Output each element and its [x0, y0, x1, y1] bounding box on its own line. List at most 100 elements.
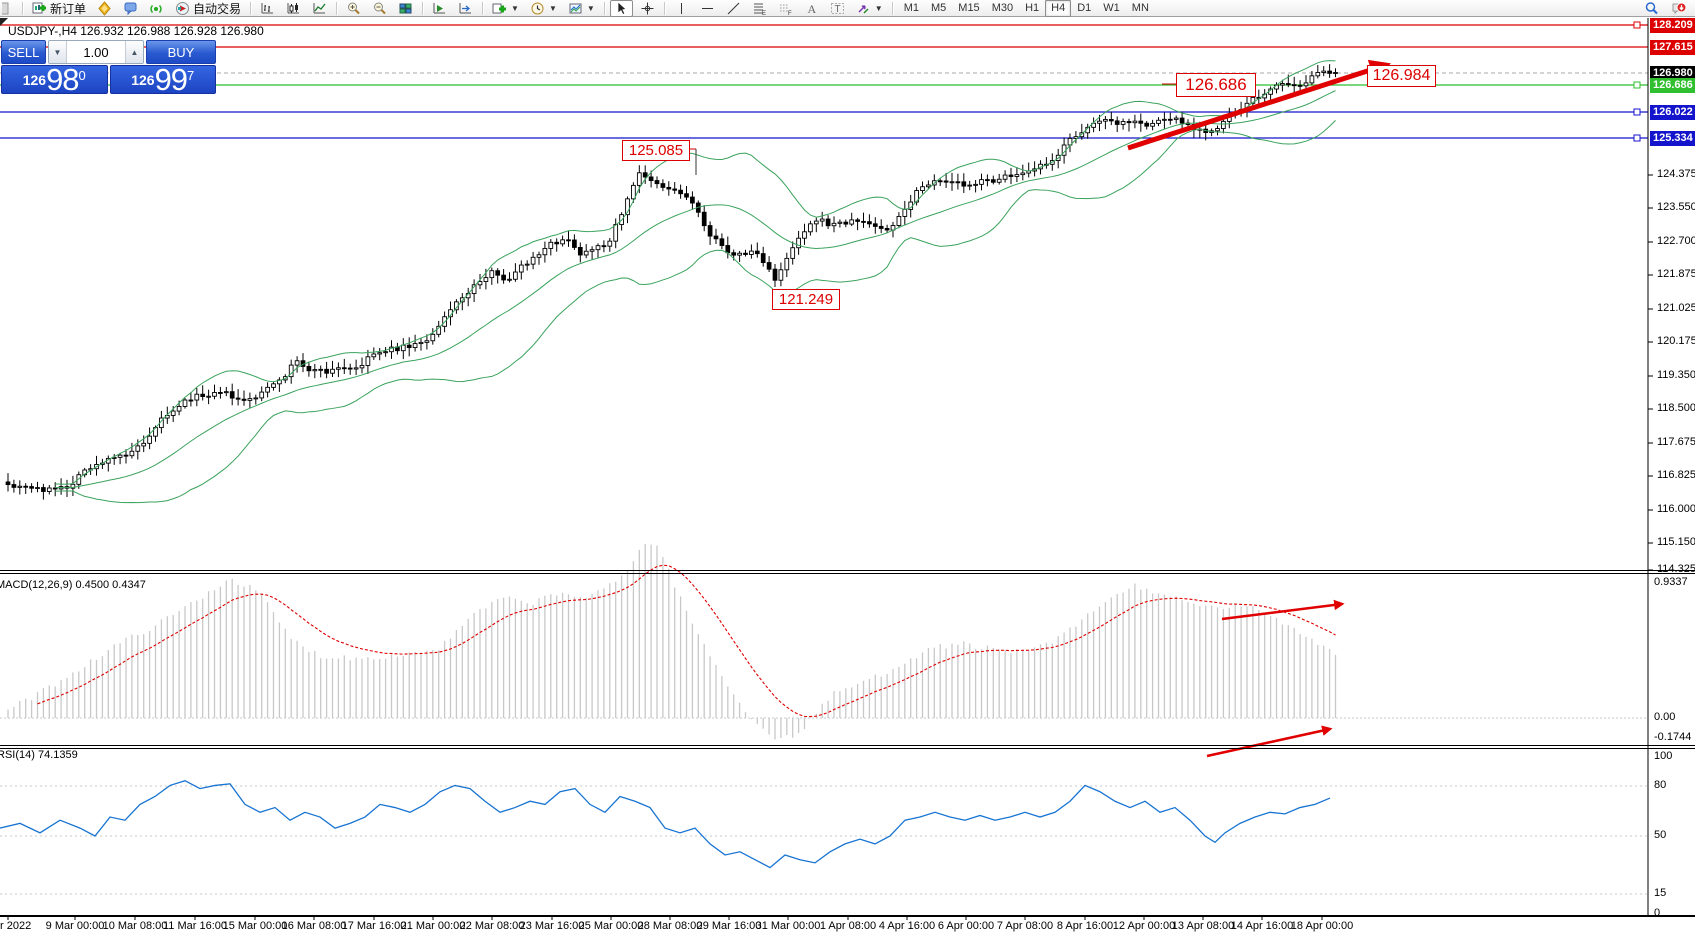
rsi-timeaxis-separator — [0, 915, 1695, 917]
signals-button[interactable] — [145, 0, 168, 17]
time-tick: 29 Mar 16:00 — [696, 920, 762, 932]
partial-toolbar-icon[interactable] — [0, 1, 17, 16]
macd-signal-line[interactable] — [37, 564, 1336, 718]
auto-scroll-button[interactable] — [428, 0, 451, 17]
gold-tool-button[interactable] — [93, 0, 116, 17]
timeframe-button-m30[interactable]: M30 — [991, 1, 1014, 14]
time-tick: 23 Mar 16:00 — [519, 920, 585, 932]
periods-icon — [530, 1, 545, 16]
sell-price-pips: 98 — [46, 62, 79, 97]
notification-icon — [1671, 1, 1687, 16]
sell-button[interactable]: SELL — [1, 40, 46, 64]
chart-macd-separator[interactable] — [0, 570, 1695, 571]
rsi-scale-100: 100 — [1654, 750, 1673, 762]
line-chart-icon — [312, 1, 327, 16]
time-tick: 25 Mar 00:00 — [578, 920, 644, 932]
buy-price-display[interactable]: 126 99 7 — [109, 62, 216, 97]
time-tick: 17 Mar 16:00 — [341, 920, 407, 932]
time-tick: 21 Mar 00:00 — [400, 920, 466, 932]
macd-rsi-separator[interactable] — [0, 748, 1695, 749]
indicators-button[interactable]: ▼ — [488, 0, 523, 17]
toolbar-separator — [22, 1, 23, 15]
fibonacci-button[interactable]: E — [748, 0, 771, 17]
shapes-button[interactable]: ▼ — [852, 0, 887, 17]
bollinger-upper-band[interactable] — [55, 60, 1336, 485]
timeframe-button-mn[interactable]: MN — [1131, 1, 1149, 14]
bollinger-middle-band[interactable] — [55, 90, 1336, 489]
rsi-label: RSI(14) 74.1359 — [0, 749, 78, 761]
zoom-out-button[interactable] — [368, 0, 391, 17]
annotation-box-125.085[interactable]: 125.085 — [622, 140, 690, 161]
time-tick: 12 Apr 00:00 — [1112, 920, 1176, 932]
volume-increase-button[interactable]: ▲ — [125, 41, 143, 63]
time-tick: 10 Mar 08:00 — [102, 920, 168, 932]
timeframe-button-d1[interactable]: D1 — [1077, 1, 1092, 14]
dropdown-caret-icon: ▼ — [511, 3, 519, 13]
chart-macd-separator[interactable] — [0, 573, 1695, 574]
timeframe-button-w1[interactable]: W1 — [1103, 1, 1120, 14]
channels-button[interactable]: F — [774, 0, 797, 17]
text-label-button[interactable]: T — [826, 0, 849, 17]
chat-button[interactable] — [119, 0, 142, 17]
new-order-button[interactable]: 新订单 — [28, 0, 90, 17]
bar-chart-button[interactable] — [256, 0, 279, 17]
timeframe-button-m1[interactable]: M1 — [903, 1, 919, 14]
trend-arrow-1[interactable] — [1127, 59, 1391, 151]
bar-chart-icon — [260, 1, 275, 16]
timeframe-button-m5[interactable]: M5 — [931, 1, 947, 14]
rsi-line[interactable] — [0, 779, 1331, 869]
autotrading-button[interactable]: 自动交易 — [171, 0, 245, 17]
candlestick-chart-button[interactable] — [282, 0, 305, 17]
text-icon: A — [804, 1, 819, 16]
notification-button[interactable] — [1667, 0, 1690, 17]
gold-tool-icon — [97, 0, 112, 16]
time-tick: 16 Mar 08:00 — [281, 920, 347, 932]
cursor-button[interactable] — [609, 0, 633, 17]
chart-title: USDJPY-,H4 126.932 126.988 126.928 126.9… — [8, 24, 264, 38]
annotation-box-126.686[interactable]: 126.686 — [1176, 73, 1256, 97]
timeframe-button-m15[interactable]: M15 — [958, 1, 980, 14]
horizontal-line-button[interactable] — [696, 0, 719, 17]
level-handle[interactable] — [1633, 108, 1641, 116]
one-click-collapse-toggle[interactable] — [0, 18, 8, 26]
price-tick-121.025: 121.025 — [1657, 302, 1695, 314]
sell-price-display[interactable]: 126 98 0 — [1, 62, 108, 97]
search-button[interactable] — [1640, 0, 1663, 17]
price-tick-115.150: 115.150 — [1657, 536, 1695, 548]
price-tick-121.875: 121.875 — [1657, 268, 1695, 280]
level-handle[interactable] — [1633, 134, 1641, 142]
volume-decrease-button[interactable]: ▼ — [49, 41, 67, 63]
time-tick: 6 Apr 00:00 — [937, 920, 995, 932]
level-handle[interactable] — [1633, 21, 1641, 29]
chart-shift-icon — [458, 1, 473, 16]
chart-shift-button[interactable] — [454, 0, 477, 17]
trend-arrow-2[interactable] — [1221, 599, 1345, 621]
bollinger-lower-band[interactable] — [55, 120, 1336, 504]
trend-arrow-3[interactable] — [1206, 725, 1333, 758]
timeframe-button-h1[interactable]: H1 — [1025, 1, 1040, 14]
vertical-line-button[interactable] — [670, 0, 693, 17]
new-order-icon — [32, 1, 47, 16]
templates-button[interactable]: ▼ — [564, 0, 599, 17]
tile-windows-button[interactable] — [394, 0, 417, 17]
buy-button[interactable]: BUY — [146, 40, 216, 64]
buy-price-pips: 99 — [154, 62, 188, 97]
buy-price-point: 7 — [187, 68, 195, 83]
line-chart-button[interactable] — [308, 0, 331, 17]
level-handle[interactable] — [1633, 81, 1641, 89]
periods-button[interactable]: ▼ — [526, 0, 561, 17]
macd-rsi-separator[interactable] — [0, 745, 1695, 746]
macd-label: MACD(12,26,9) 0.4500 0.4347 — [0, 579, 146, 591]
dropdown-caret-icon: ▼ — [874, 3, 883, 13]
text-button[interactable]: A — [800, 0, 823, 17]
trendline-button[interactable] — [722, 0, 745, 17]
search-icon — [1644, 1, 1659, 16]
annotation-box-126.984[interactable]: 126.984 — [1367, 65, 1436, 87]
main-toolbar: 新订单 自动交易 ▼ ▼ ▼ E F A T — [0, 0, 1695, 17]
annotation-box-121.249[interactable]: 121.249 — [772, 289, 840, 310]
volume-input[interactable] — [67, 41, 125, 63]
crosshair-button[interactable] — [636, 0, 659, 17]
timeframe-button-h4[interactable]: H4 — [1045, 0, 1072, 17]
zoom-in-button[interactable] — [342, 0, 365, 17]
